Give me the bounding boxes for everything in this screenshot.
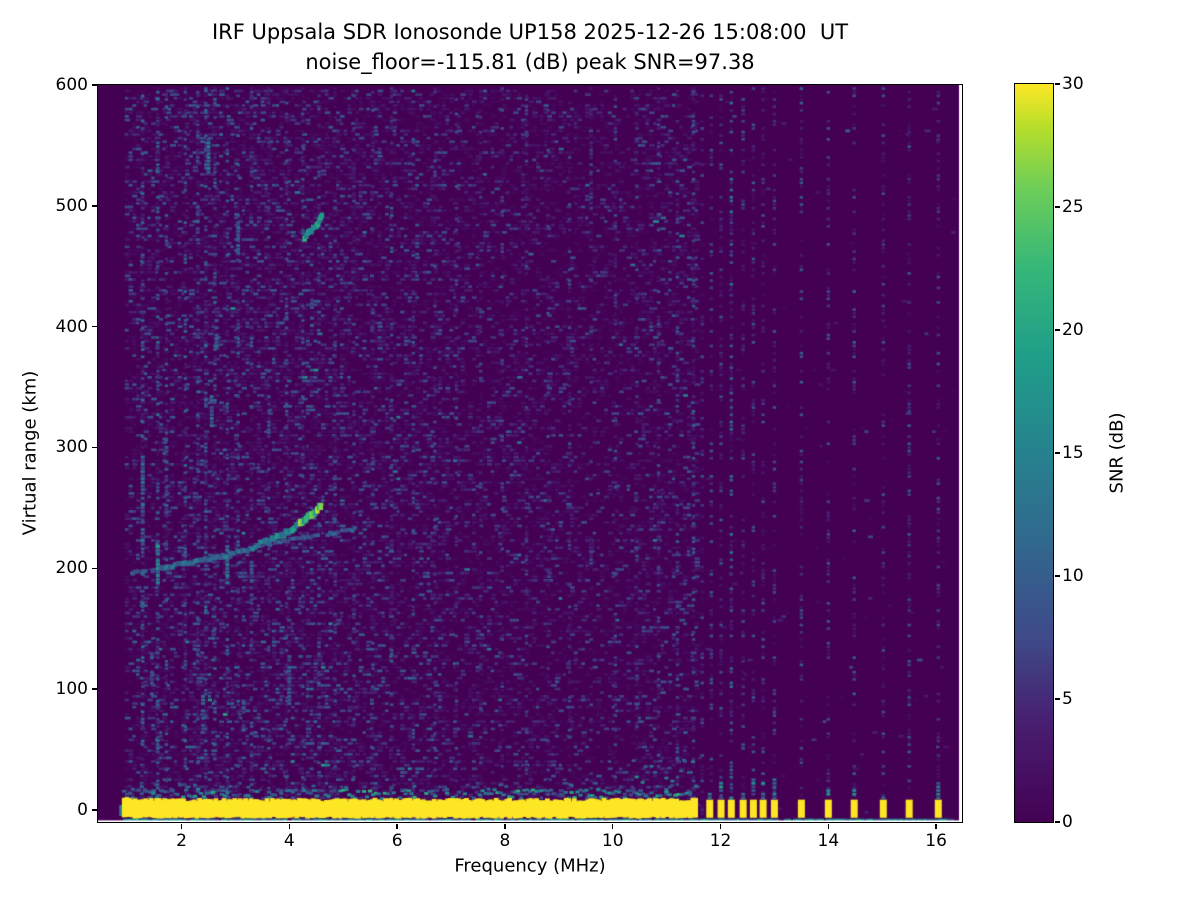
x-tick-label: 2: [176, 831, 187, 851]
y-tick-label: 500: [55, 195, 88, 216]
x-tick-mark: [935, 823, 937, 829]
x-tick-mark: [827, 823, 830, 829]
title-line-1: IRF Uppsala SDR Ionosonde UP158 2025-12-…: [211, 20, 849, 44]
x-tick-label: 12: [709, 831, 732, 851]
chart-title: IRF Uppsala SDR Ionosonde UP158 2025-12-…: [212, 17, 848, 77]
y-tick-mark: [91, 84, 97, 86]
y-tick-label: 200: [55, 558, 88, 579]
y-tick-label: 0: [77, 799, 88, 820]
x-tick-mark: [396, 823, 398, 829]
y-tick-mark: [91, 809, 97, 811]
title-line-2: noise_floor=-115.81 (dB) peak SNR=97.38: [305, 50, 755, 74]
y-axis-label: Virtual range (km): [19, 370, 41, 536]
colorbar-tick-label: 15: [1062, 443, 1084, 463]
colorbar-tick-mark: [1054, 206, 1060, 208]
x-tick-mark: [611, 823, 614, 829]
x-tick-label: 14: [817, 831, 840, 851]
colorbar-tick-label: 25: [1062, 197, 1084, 217]
axes-frame: [96, 83, 963, 823]
x-tick-label: 8: [499, 831, 511, 851]
x-tick-label: 10: [601, 831, 624, 851]
colorbar-tick-mark: [1054, 821, 1060, 823]
colorbar-tick-mark: [1054, 329, 1060, 331]
x-tick-mark: [288, 823, 291, 829]
colorbar-tick-mark: [1054, 83, 1060, 85]
y-tick-label: 400: [55, 316, 88, 337]
colorbar-tick-label: 5: [1062, 689, 1073, 709]
colorbar-tick-mark: [1054, 575, 1060, 577]
y-tick-mark: [91, 325, 97, 328]
colorbar-tick-mark: [1054, 452, 1060, 454]
y-tick-mark: [91, 446, 97, 449]
y-tick-label: 100: [55, 679, 88, 700]
y-tick-mark: [91, 688, 97, 690]
x-tick-mark: [719, 823, 722, 829]
y-tick-mark: [91, 205, 97, 207]
colorbar-tick-label: 0: [1062, 812, 1073, 832]
colorbar-tick-label: 30: [1062, 74, 1084, 94]
colorbar: [1013, 82, 1054, 823]
x-tick-label: 4: [283, 831, 295, 851]
x-tick-label: 16: [925, 831, 947, 851]
x-tick-label: 6: [391, 831, 403, 851]
x-axis-label: Frequency (MHz): [454, 855, 606, 877]
colorbar-label: SNR (dB): [1106, 412, 1128, 494]
colorbar-tick-label: 10: [1062, 566, 1084, 586]
y-tick-label: 300: [55, 437, 88, 458]
x-tick-mark: [504, 823, 506, 829]
ionogram-heatmap-canvas: [98, 85, 962, 822]
x-tick-mark: [180, 823, 183, 829]
y-tick-label: 600: [55, 75, 88, 95]
colorbar-gradient: [1014, 83, 1053, 822]
colorbar-tick-mark: [1054, 698, 1060, 700]
colorbar-tick-label: 20: [1062, 320, 1084, 340]
y-tick-mark: [91, 567, 97, 570]
